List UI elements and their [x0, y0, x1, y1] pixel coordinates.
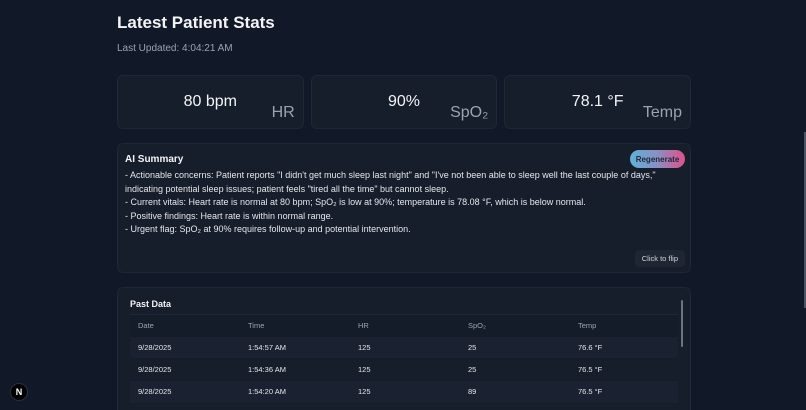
past-data-card: Past Data Date Time HR SpO₂ Temp	[117, 287, 691, 410]
stat-value: 78.1 °F	[571, 93, 624, 110]
cell-date: 9/28/2025	[130, 358, 240, 381]
cell-hr: 125	[350, 336, 460, 359]
stat-value: 90%	[387, 93, 421, 110]
stat-label: Temp	[642, 104, 683, 121]
table-header-row: Date Time HR SpO₂ Temp	[130, 314, 678, 337]
stat-card-temp: 78.1 °F Temp	[504, 75, 692, 129]
summary-line: - Actionable concerns: Patient reports "…	[125, 170, 656, 194]
past-data-table-wrapper: Date Time HR SpO₂ Temp 9/28/2025 1:54:57…	[130, 314, 678, 403]
cell-hr: 125	[350, 358, 460, 381]
stat-card-spo2: 90% SpO₂	[310, 75, 498, 129]
cell-time: 1:54:36 AM	[240, 358, 350, 381]
table-scrollbar[interactable]	[681, 300, 683, 347]
cell-spo2: 89	[460, 380, 570, 403]
summary-text: - Actionable concerns: Patient reports "…	[125, 169, 680, 237]
page-title: Latest Patient Stats	[117, 13, 275, 32]
stat-label: HR	[271, 104, 295, 121]
column-header-hr: HR	[350, 314, 460, 337]
table-row: 9/28/2025 1:54:36 AM 125 25 76.5 °F	[130, 358, 678, 381]
summary-line: - Urgent flag: SpO₂ at 90% requires foll…	[125, 224, 411, 235]
column-header-time: Time	[240, 314, 350, 337]
cell-spo2: 25	[460, 358, 570, 381]
stat-card-hr: 80 bpm HR	[117, 75, 304, 129]
stats-row: 80 bpm HR 90% SpO₂ 78.1 °F Temp	[117, 75, 692, 129]
table-row: 9/28/2025 1:54:57 AM 125 25 76.6 °F	[130, 336, 678, 359]
column-header-temp: Temp	[570, 314, 678, 337]
stat-value: 80 bpm	[183, 93, 238, 110]
summary-line: - Current vitals: Heart rate is normal a…	[125, 197, 586, 208]
cell-date: 9/28/2025	[130, 380, 240, 403]
cell-time: 1:54:57 AM	[240, 336, 350, 359]
cell-hr: 125	[350, 380, 460, 403]
page-scrollbar[interactable]	[804, 132, 806, 308]
column-header-spo2: SpO₂	[460, 314, 570, 337]
summary-line: - Positive findings: Heart rate is withi…	[125, 210, 334, 221]
past-data-table: Date Time HR SpO₂ Temp 9/28/2025 1:54:57…	[130, 314, 678, 403]
cell-time: 1:54:20 AM	[240, 380, 350, 403]
summary-title: AI Summary	[125, 154, 184, 165]
stat-label: SpO₂	[450, 104, 489, 121]
cell-date: 9/28/2025	[130, 336, 240, 359]
flip-button[interactable]: Click to flip	[634, 250, 685, 267]
last-updated: Last Updated: 4:04:21 AM	[117, 43, 233, 54]
cell-spo2: 25	[460, 336, 570, 359]
regenerate-button[interactable]: Regenerate	[630, 150, 685, 168]
cell-temp: 76.5 °F	[570, 380, 678, 403]
nextjs-dev-badge-icon[interactable]: N	[10, 383, 28, 401]
table-row: 9/28/2025 1:54:20 AM 125 89 76.5 °F	[130, 380, 678, 403]
cell-temp: 76.6 °F	[570, 336, 678, 359]
past-data-title: Past Data	[130, 299, 172, 309]
cell-temp: 76.5 °F	[570, 358, 678, 381]
column-header-date: Date	[130, 314, 240, 337]
ai-summary-card[interactable]: AI Summary Regenerate - Actionable conce…	[117, 143, 691, 273]
